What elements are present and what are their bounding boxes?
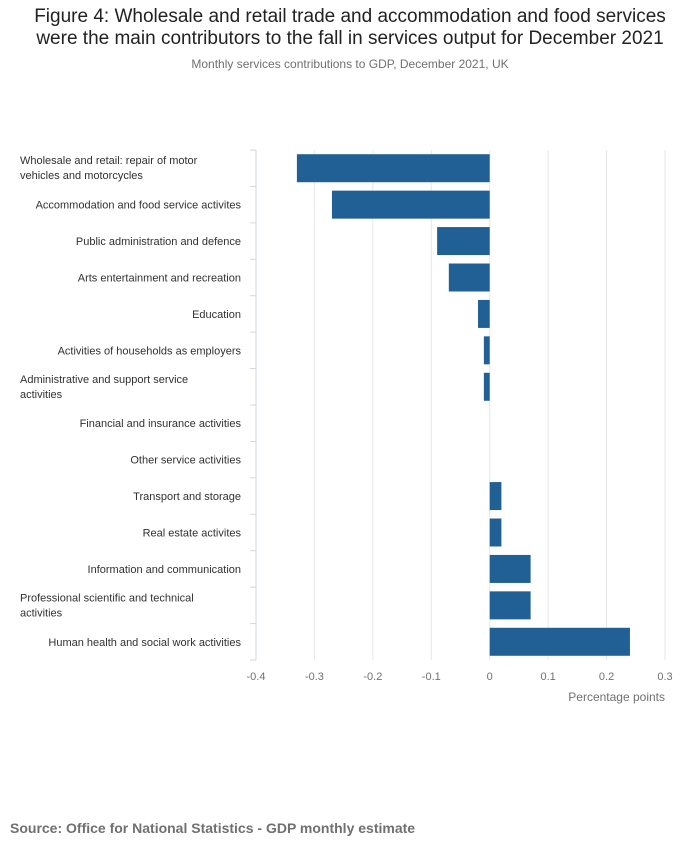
bar bbox=[489, 554, 531, 583]
category-label: Arts entertainment and recreation bbox=[78, 273, 241, 285]
bar bbox=[437, 227, 490, 256]
x-tick-label: 0 bbox=[487, 671, 493, 683]
bar bbox=[478, 299, 490, 328]
category-label: Human health and social work activities bbox=[48, 637, 241, 649]
bar bbox=[489, 518, 502, 547]
bar bbox=[489, 627, 630, 656]
category-label: Transport and storage bbox=[133, 491, 241, 503]
chart-title-line-2: were the main contributors to the fall i… bbox=[36, 28, 664, 49]
chart-title: Figure 4: Wholesale and retail trade and… bbox=[0, 6, 700, 50]
x-tick-label: -0.1 bbox=[422, 671, 441, 683]
bar bbox=[296, 154, 490, 183]
category-label: activities bbox=[20, 389, 63, 401]
bar bbox=[483, 336, 490, 365]
bar bbox=[489, 591, 531, 620]
bar bbox=[483, 372, 490, 401]
x-tick-label: -0.2 bbox=[363, 671, 382, 683]
category-label: Wholesale and retail: repair of motor bbox=[20, 155, 198, 167]
category-label: Information and communication bbox=[88, 564, 241, 576]
category-label: vehicles and motorcycles bbox=[20, 170, 143, 182]
x-tick-label: -0.4 bbox=[247, 671, 266, 683]
chart-title-line-1: Figure 4: Wholesale and retail trade and… bbox=[34, 6, 666, 27]
category-label: Public administration and defence bbox=[76, 236, 241, 248]
category-label: Administrative and support service bbox=[20, 374, 188, 386]
bar bbox=[331, 190, 490, 219]
category-label: Accommodation and food service activites bbox=[36, 200, 242, 212]
category-label: Financial and insurance activities bbox=[80, 418, 242, 430]
bar bbox=[448, 263, 490, 292]
x-tick-label: 0.3 bbox=[657, 671, 672, 683]
category-label: Professional scientific and technical bbox=[20, 592, 194, 604]
x-tick-label: -0.3 bbox=[305, 671, 324, 683]
x-tick-label: 0.1 bbox=[540, 671, 555, 683]
bar bbox=[489, 482, 502, 511]
chart-subtitle: Monthly services contributions to GDP, D… bbox=[191, 57, 509, 71]
category-label: Real estate activites bbox=[143, 528, 242, 540]
x-tick-label: 0.2 bbox=[599, 671, 614, 683]
category-label: Education bbox=[192, 309, 241, 321]
category-label: activities bbox=[20, 607, 63, 619]
category-label: Other service activities bbox=[130, 455, 241, 467]
x-axis-title: Percentage points bbox=[568, 690, 665, 704]
category-label: Activities of households as employers bbox=[58, 345, 242, 357]
source-note: Source: Office for National Statistics -… bbox=[10, 820, 416, 836]
